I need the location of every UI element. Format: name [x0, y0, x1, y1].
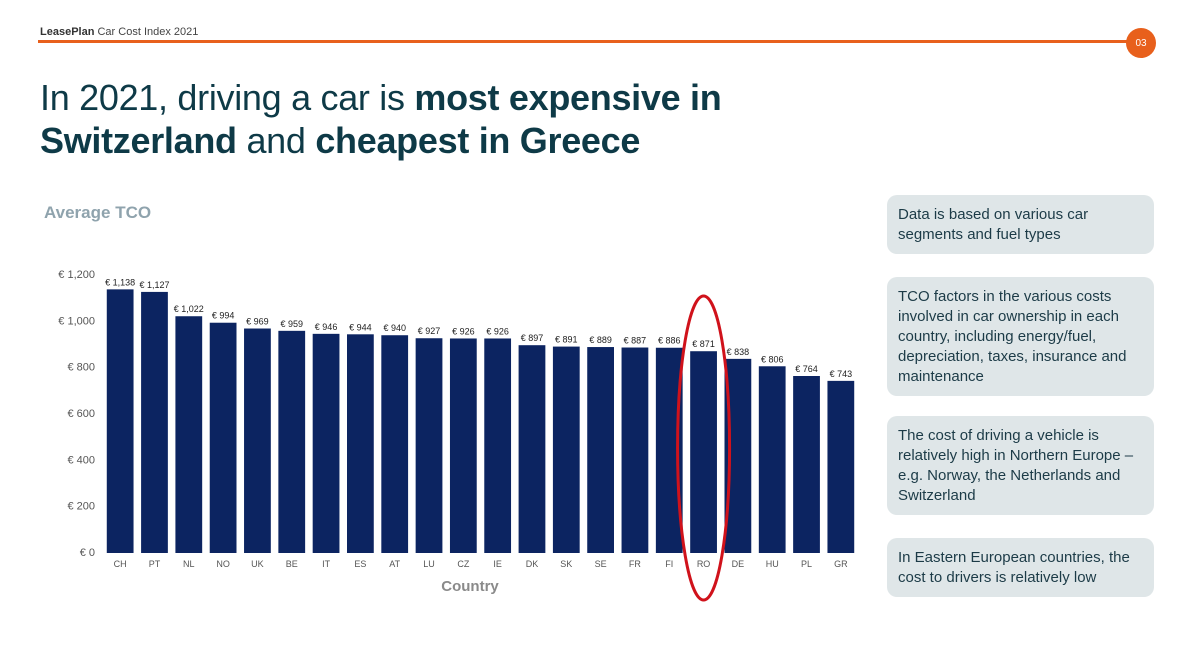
x-axis: CH PT NL NO UK BE IT ES AT LU CZ IE DK SK SE FR FI RO DE HU…	[114, 559, 848, 569]
y-tick-label: € 600	[67, 408, 95, 420]
x-axis-title: Country	[441, 578, 499, 595]
x-tick-label: DE	[732, 559, 745, 569]
bar-se	[587, 347, 614, 553]
title-part-2: and	[236, 120, 316, 161]
value-label-fr: € 887	[624, 336, 647, 346]
report-header: LeasePlan Car Cost Index 2021	[40, 26, 198, 38]
x-tick-label: PL	[801, 559, 812, 569]
x-tick-label: HU	[766, 559, 779, 569]
bar-at	[381, 335, 409, 553]
x-tick-label: SE	[595, 559, 607, 569]
bar-pl	[793, 376, 820, 553]
highlight-ellipse	[676, 294, 732, 602]
bar-chart: € 0 € 200 € 400 € 600 € 800 € 1,000 € 1,200 € …	[58, 269, 855, 602]
y-tick-label: € 1,200	[58, 269, 95, 281]
value-label-uk: € 969	[246, 317, 269, 327]
y-tick-label: € 0	[80, 547, 95, 559]
bar-fr	[621, 347, 649, 553]
bar-gr	[827, 380, 855, 553]
bar-uk	[244, 328, 271, 553]
bar-nl	[175, 316, 203, 553]
x-tick-label: IT	[322, 559, 331, 569]
bar-es	[347, 334, 374, 553]
bar-ro	[690, 351, 717, 553]
note-segments: Data is based on various car segments an…	[887, 195, 1154, 254]
brand-name: LeasePlan	[40, 26, 95, 38]
value-label-sk: € 891	[555, 335, 578, 345]
bar-cz	[449, 338, 477, 553]
value-label-ro: € 871	[692, 339, 715, 349]
value-label-dk: € 897	[521, 333, 544, 343]
x-tick-label: PT	[149, 559, 161, 569]
value-label-pt: € 1,127	[139, 280, 169, 290]
bars	[106, 289, 855, 553]
x-tick-label: LU	[423, 559, 435, 569]
value-label-se: € 889	[589, 335, 612, 345]
value-label-it: € 946	[315, 322, 338, 332]
report-name: Car Cost Index 2021	[97, 26, 199, 38]
bar-sk	[552, 346, 580, 553]
x-tick-label: IE	[493, 559, 502, 569]
x-tick-label: BE	[286, 559, 298, 569]
bar-ie	[484, 338, 512, 553]
x-tick-label: AT	[389, 559, 400, 569]
value-label-gr: € 743	[830, 369, 853, 379]
value-label-ch: € 1,138	[105, 277, 135, 287]
x-tick-label: FI	[665, 559, 673, 569]
x-tick-label: FR	[629, 559, 641, 569]
header-rule	[38, 40, 1140, 43]
x-tick-label: DK	[526, 559, 539, 569]
y-tick-label: € 400	[67, 454, 95, 466]
x-tick-label: GR	[834, 559, 848, 569]
bar-pt	[141, 291, 168, 553]
page-number-badge: 03	[1126, 28, 1156, 58]
x-tick-label: RO	[697, 559, 711, 569]
x-tick-label: NL	[183, 559, 195, 569]
title-part-1: In 2021, driving a car is	[40, 77, 415, 118]
bar-be	[278, 330, 306, 553]
value-label-pl: € 764	[795, 364, 818, 374]
x-tick-label: CZ	[457, 559, 469, 569]
title-bold-2: cheapest in Greece	[315, 120, 641, 161]
value-label-at: € 940	[383, 323, 406, 333]
value-label-be: € 959	[280, 319, 303, 329]
y-tick-label: € 200	[67, 501, 95, 513]
value-label-hu: € 806	[761, 354, 784, 364]
page-title: In 2021, driving a car is most expensive…	[40, 76, 840, 162]
value-label-fi: € 886	[658, 336, 681, 346]
x-tick-label: NO	[216, 559, 230, 569]
value-label-no: € 994	[212, 311, 235, 321]
x-tick-label: UK	[251, 559, 264, 569]
bar-no	[209, 322, 237, 553]
title-bold-1: most expensive in Switzerland	[40, 77, 722, 161]
bar-hu	[758, 366, 786, 553]
note-northern-europe: The cost of driving a vehicle is relativ…	[887, 416, 1154, 515]
y-tick-label: € 800	[67, 362, 95, 374]
x-tick-label: ES	[354, 559, 366, 569]
bar-dk	[518, 345, 546, 553]
bar-lu	[415, 338, 443, 553]
bar-it	[312, 333, 340, 553]
value-label-nl: € 1,022	[174, 304, 204, 314]
value-label-de: € 838	[727, 347, 750, 357]
value-label-lu: € 927	[418, 326, 441, 336]
y-axis: € 0 € 200 € 400 € 600 € 800 € 1,000 € 1,200	[58, 269, 95, 559]
bar-ch	[106, 289, 134, 553]
x-tick-label: SK	[560, 559, 572, 569]
note-tco-factors: TCO factors in the various costs involve…	[887, 277, 1154, 396]
value-label-cz: € 926	[452, 326, 475, 336]
x-tick-label: CH	[114, 559, 127, 569]
value-label-es: € 944	[349, 322, 372, 332]
value-labels: € 1,138 € 1,127 € 1,022 € 994 € 969 € 959 € 94…	[105, 277, 852, 379]
value-label-ie: € 926	[486, 326, 509, 336]
chart-title: Average TCO	[44, 203, 152, 222]
y-tick-label: € 1,000	[58, 315, 95, 327]
note-eastern-europe: In Eastern European countries, the cost …	[887, 538, 1154, 597]
